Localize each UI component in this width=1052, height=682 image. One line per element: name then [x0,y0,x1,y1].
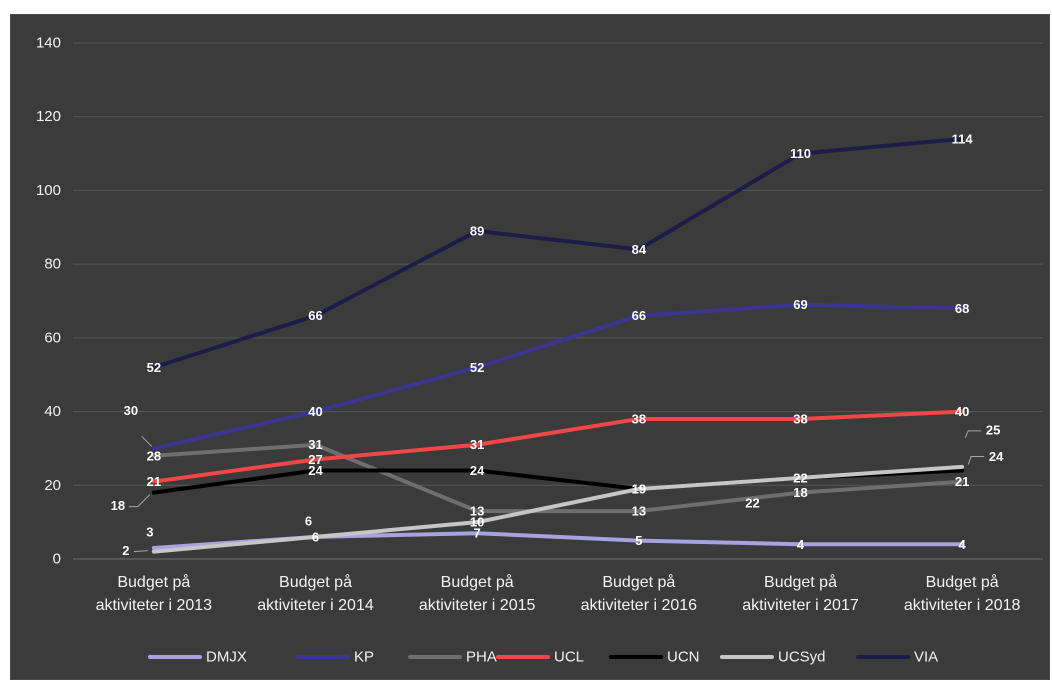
data-label-pha: 21 [955,474,969,489]
data-label-via: 110 [790,146,811,161]
data-label-ucl: 38 [793,411,807,426]
x-category-label: Budget på aktiviteter i 2015 [418,574,536,614]
data-label-dmjx: 5 [635,533,642,548]
legend-label: PHA [466,649,497,666]
data-label-ucsyd: 22 [793,470,807,485]
series-line-ucl[interactable] [151,409,965,484]
legend-label: UCL [554,649,584,666]
data-label-pha: 13 [470,504,484,519]
legend-label: VIA [914,649,938,666]
data-label-kp: 68 [955,301,969,316]
y-tick-label: 140 [36,35,61,52]
leader-line [967,456,985,465]
data-label-kp: 69 [793,297,807,312]
leader-line [128,494,151,508]
y-tick-label: 60 [44,329,61,346]
data-label-ucn: 24 [470,463,485,478]
data-label-dmjx: 4 [959,537,967,552]
x-category-label: Budget på aktiviteter i 2017 [742,574,859,614]
data-label-pha: 18 [793,485,807,500]
data-label-kp: 30 [124,403,138,418]
legend-label: UCN [667,649,700,666]
data-label-dmjx: 4 [797,537,805,552]
data-label-pha: 28 [147,448,161,463]
data-label-ucl: 40 [955,404,969,419]
x-category-label: Budget på aktiviteter i 2014 [257,574,374,614]
legend-label: DMJX [206,649,247,666]
legend-item-via[interactable]: VIA [856,649,938,666]
y-tick-label: 0 [53,551,61,568]
y-tick-label: 40 [44,403,61,420]
data-label-pha: 13 [632,504,646,519]
data-label-kp: 40 [308,404,322,419]
legend: DMJX KP PHA UCL UCN UCSyd VIA [148,649,938,666]
y-axis-labels: 0 20 40 60 80 100 120 140 [36,35,61,568]
leader-line [141,436,153,447]
legend-item-ucsyd[interactable]: UCSyd [720,649,826,666]
leader-lines [128,430,985,553]
data-label-via: 84 [632,242,647,257]
data-label-dmjx: 7 [474,526,481,541]
data-label-ucn: 24 [989,449,1004,464]
x-category-label: Budget på aktiviteter i 2018 [903,574,1021,614]
data-label-ucsyd: 6 [312,529,319,544]
data-label-ucl: 31 [470,437,484,452]
data-label-ucsyd: 25 [986,422,1000,437]
legend-item-dmjx[interactable]: DMJX [148,649,247,666]
y-tick-label: 120 [36,108,61,125]
leader-line [964,430,982,439]
legend-label: UCSyd [778,649,826,666]
data-label-via: 52 [147,360,161,375]
legend-item-ucl[interactable]: UCL [496,649,584,666]
data-label-ucsyd: 19 [632,481,646,496]
data-label-ucsyd: 10 [470,515,484,530]
data-label-ucn: 18 [111,498,125,513]
series-line-kp[interactable] [151,302,965,451]
chart-area[interactable] [10,14,1050,680]
data-label-ucl: 38 [632,411,646,426]
series-line-pha[interactable] [151,442,965,514]
data-label-dmjx: 3 [146,524,153,539]
y-tick-label: 100 [36,182,61,199]
x-category-label: Budget på aktiviteter i 2016 [580,574,698,614]
series-lines [151,136,965,554]
data-label-ucl: 27 [308,452,322,467]
data-label-ucn: 19 [632,481,646,496]
data-label-dmjx: 6 [305,513,312,528]
data-label-kp: 66 [632,308,646,323]
data-label-kp: 52 [470,360,484,375]
data-label-ucl: 21 [147,474,161,489]
y-tick-label: 20 [44,477,61,494]
data-label-via: 114 [952,131,974,146]
data-label-ucsyd: 2 [122,543,129,558]
y-tick-label: 80 [44,256,61,273]
data-label-ucn: 24 [308,463,323,478]
data-label-via: 66 [308,308,322,323]
data-label-via: 89 [470,223,484,238]
data-label-ucn: 22 [745,495,759,510]
legend-item-pha[interactable]: PHA [408,649,497,666]
data-label-pha: 31 [308,437,322,452]
series-line-ucsyd[interactable] [151,464,965,554]
x-category-label: Budget på aktiviteter i 2013 [95,574,213,614]
leader-line [133,550,148,553]
legend-label: KP [354,649,374,666]
series-line-via[interactable] [151,136,965,370]
legend-item-ucn[interactable]: UCN [609,649,700,666]
legend-item-kp[interactable]: KP [296,649,374,666]
